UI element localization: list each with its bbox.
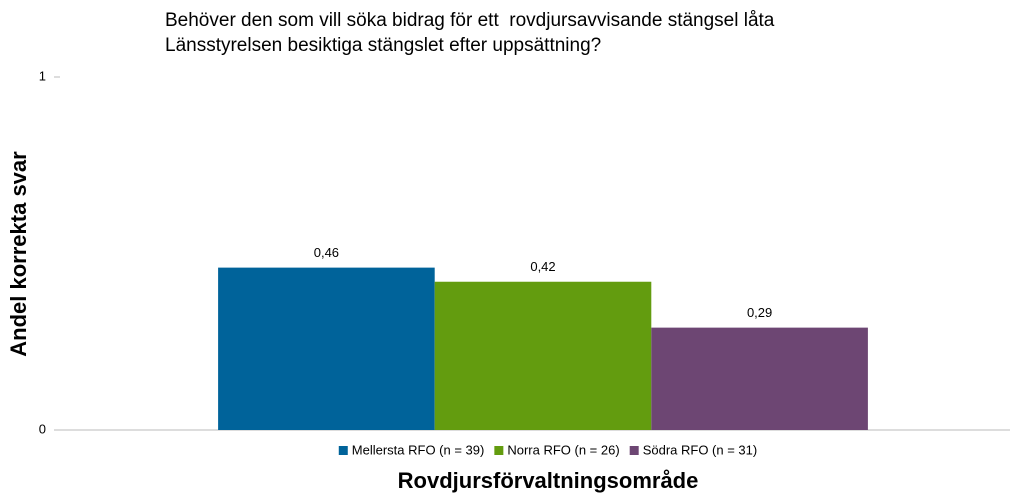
chart-title: Länsstyrelsen besiktiga stängslet efter … [165,35,601,56]
bar [218,267,435,430]
data-label: 0,46 [314,245,339,260]
chart-title: Behöver den som vill söka bidrag för ett… [165,10,775,31]
y-axis-title: Andel korrekta svar [6,151,31,357]
data-label: 0,42 [530,259,555,274]
legend-label: Norra RFO (n = 26) [507,442,619,457]
legend-label: Södra RFO (n = 31) [643,442,758,457]
legend-swatch [629,446,639,455]
data-label: 0,29 [747,305,772,320]
bar [434,281,652,430]
bar [651,327,868,430]
legend-label: Mellersta RFO (n = 39) [352,442,485,457]
y-tick-label: 1 [39,68,46,83]
y-tick-label: 0 [39,421,46,436]
legend-swatch [494,446,504,455]
x-axis-title: Rovdjursförvaltningsområde [398,468,699,493]
legend-swatch [338,446,348,455]
